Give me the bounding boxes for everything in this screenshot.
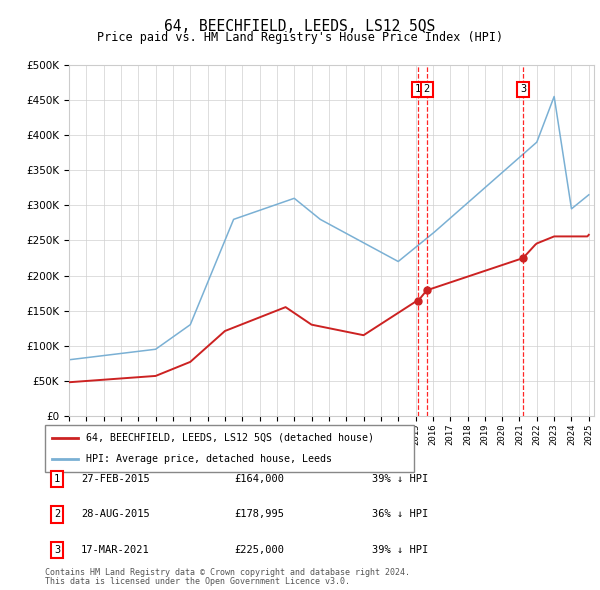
Text: 64, BEECHFIELD, LEEDS, LS12 5QS: 64, BEECHFIELD, LEEDS, LS12 5QS [164,19,436,34]
Text: This data is licensed under the Open Government Licence v3.0.: This data is licensed under the Open Gov… [45,578,350,586]
Text: 39% ↓ HPI: 39% ↓ HPI [372,545,428,555]
FancyBboxPatch shape [45,425,414,472]
Text: 27-FEB-2015: 27-FEB-2015 [81,474,150,484]
Text: Price paid vs. HM Land Registry's House Price Index (HPI): Price paid vs. HM Land Registry's House … [97,31,503,44]
Text: Contains HM Land Registry data © Crown copyright and database right 2024.: Contains HM Land Registry data © Crown c… [45,568,410,577]
Text: 1: 1 [415,84,421,94]
Text: £164,000: £164,000 [234,474,284,484]
Text: 2: 2 [54,510,60,519]
Text: 3: 3 [54,545,60,555]
Text: HPI: Average price, detached house, Leeds: HPI: Average price, detached house, Leed… [86,454,332,464]
Text: 39% ↓ HPI: 39% ↓ HPI [372,474,428,484]
Text: 1: 1 [54,474,60,484]
Text: 28-AUG-2015: 28-AUG-2015 [81,510,150,519]
Text: 3: 3 [520,84,526,94]
Text: 36% ↓ HPI: 36% ↓ HPI [372,510,428,519]
Text: 17-MAR-2021: 17-MAR-2021 [81,545,150,555]
Text: 2: 2 [424,84,430,94]
Text: £225,000: £225,000 [234,545,284,555]
Text: £178,995: £178,995 [234,510,284,519]
Text: 64, BEECHFIELD, LEEDS, LS12 5QS (detached house): 64, BEECHFIELD, LEEDS, LS12 5QS (detache… [86,432,374,442]
